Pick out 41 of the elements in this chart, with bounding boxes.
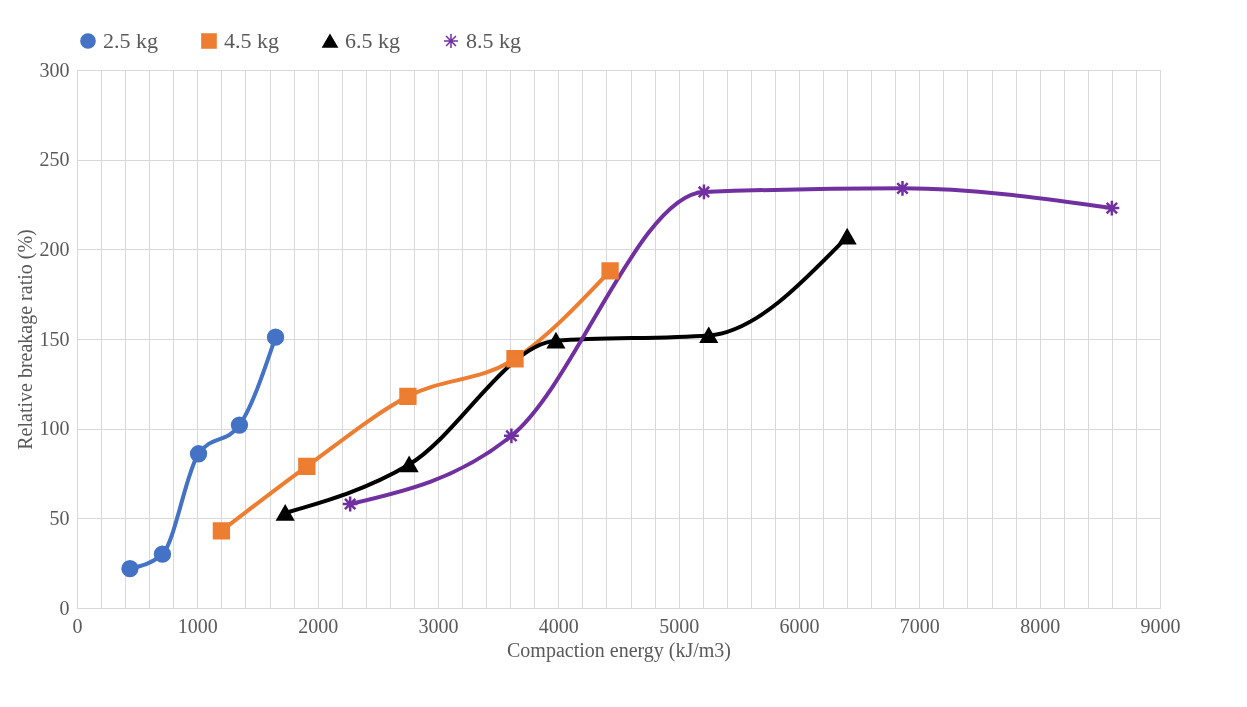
point (189, 445, 208, 463)
y-tick-label: 250 (39, 148, 70, 171)
x-tick-label: 7000 (899, 614, 940, 637)
point (506, 350, 524, 368)
point (700, 327, 718, 344)
point (838, 229, 856, 245)
point (695, 183, 713, 201)
x-tick-label: 1000 (177, 614, 218, 637)
legend-label: 6.5 kg (345, 28, 400, 53)
x-tick-label: 2000 (298, 614, 339, 637)
point (298, 457, 316, 475)
point (153, 545, 172, 563)
legend-label: 8.5 kg (466, 28, 521, 53)
x-tick-label: 6000 (779, 614, 820, 637)
legend-label: 2.5 kg (103, 28, 158, 53)
point (400, 456, 418, 473)
point (121, 559, 139, 578)
point (547, 333, 565, 349)
x-tick-label: 5000 (659, 614, 700, 637)
point (1103, 199, 1121, 217)
x-tick-label: 3000 (418, 614, 459, 637)
point (276, 505, 294, 521)
y-tick-label: 150 (39, 327, 70, 350)
x-tick-label: 8000 (1020, 614, 1061, 637)
point (502, 427, 521, 445)
point (230, 416, 249, 434)
legend-label: 4.5 kg (224, 28, 279, 53)
y-tick-label: 200 (39, 237, 70, 260)
y-tick-label: 0 (59, 596, 70, 619)
point (266, 328, 285, 346)
point (341, 495, 359, 513)
y-axis-title: Relative breakage ratio (%) (13, 229, 37, 450)
x-axis-title: Compaction energy (kJ/m3) (506, 638, 732, 662)
y-tick-label: 100 (39, 417, 70, 440)
point (399, 387, 417, 406)
point (212, 522, 231, 540)
x-tick-label: 4000 (538, 614, 579, 637)
y-tick-label: 300 (39, 58, 70, 81)
point (601, 262, 619, 280)
x-tick-label: 9000 (1140, 614, 1181, 637)
y-tick-label: 50 (49, 506, 70, 529)
